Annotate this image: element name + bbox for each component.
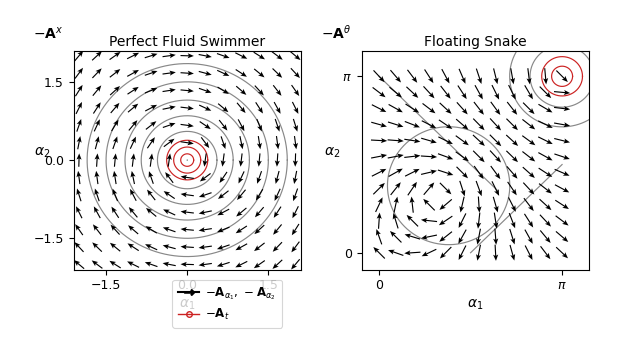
Title: Floating Snake: Floating Snake	[424, 35, 527, 50]
X-axis label: $\alpha_1$: $\alpha_1$	[179, 298, 195, 312]
Legend: $-\mathbf{A}_{\alpha_1},\,-\mathbf{A}_{\alpha_2}$, $-\mathbf{A}_t$: $-\mathbf{A}_{\alpha_1},\,-\mathbf{A}_{\…	[172, 279, 282, 328]
Text: $-\mathbf{A}^x$: $-\mathbf{A}^x$	[33, 26, 63, 42]
X-axis label: $\alpha_1$: $\alpha_1$	[467, 298, 483, 312]
Text: $-\mathbf{A}^\theta$: $-\mathbf{A}^\theta$	[321, 24, 351, 42]
Title: Perfect Fluid Swimmer: Perfect Fluid Swimmer	[109, 35, 265, 50]
Y-axis label: $\alpha_2$: $\alpha_2$	[34, 146, 50, 160]
Y-axis label: $\alpha_2$: $\alpha_2$	[324, 146, 340, 160]
